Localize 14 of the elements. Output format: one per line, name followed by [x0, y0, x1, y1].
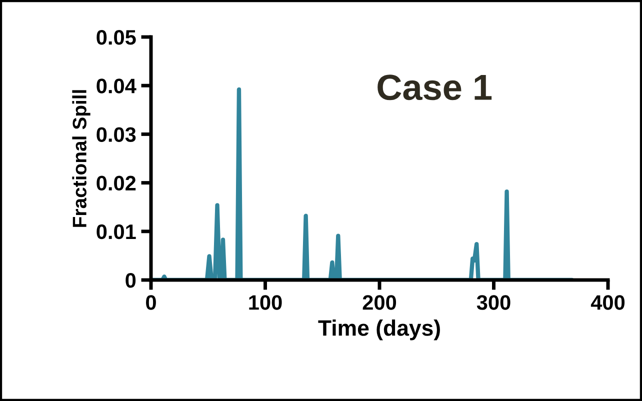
y-tick-label: 0 [126, 273, 136, 288]
y-tick-label: 0.02 [96, 176, 136, 191]
y-tick-label: 0.05 [96, 30, 136, 45]
x-tick-label: 200 [362, 295, 396, 310]
y-tick-label: 0.04 [96, 78, 136, 94]
x-tick-label: 0 [146, 295, 156, 310]
x-tick-label: 100 [249, 295, 282, 310]
x-axis-title: Time (days) [318, 320, 440, 340]
y-axis-title: Fractional Spill [72, 90, 90, 227]
annotation: Case 1 [378, 74, 492, 100]
x-tick-label: 300 [476, 295, 510, 310]
y-tick-label: 0.01 [96, 224, 136, 240]
x-tick-label: 400 [590, 295, 625, 310]
y-tick-label: 0.03 [96, 127, 136, 142]
